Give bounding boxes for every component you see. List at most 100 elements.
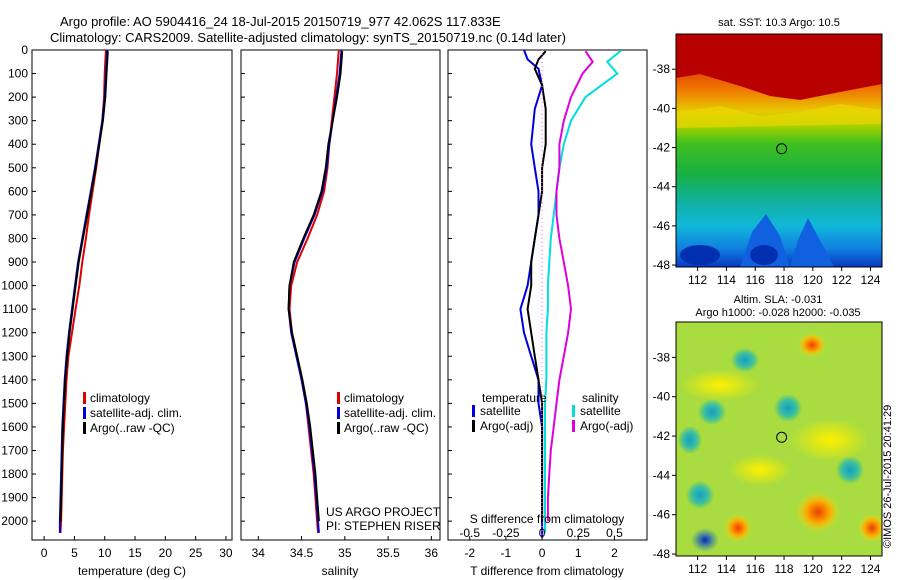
map-x-tick-label: 116 [746,562,765,576]
legend-swatch-sal-argo [572,420,575,432]
sst-map-ticks: 112 114 116 118 120 122 124 -38 -40 -42 -44 -46 -48 [653,62,881,287]
map-x-tick-label: 114 [717,562,736,576]
x-tick-label: -1 [501,546,512,560]
x-tick-label-top: -0.25 [492,526,520,540]
x-tick-label: 34 [252,546,266,560]
temperature-legend: climatology satellite-adj. clim. Argo(..… [83,391,182,435]
series-line-satellite-adj-clim [58,50,109,533]
map-x-tick-label: 118 [774,273,793,287]
sla-low-7 [691,528,719,552]
sst-cold-eddy [680,245,720,265]
series-line-salinity-satellite [544,50,623,533]
temperature-plot [58,50,109,533]
temperature-xlabel: temperature (deg C) [78,564,186,578]
sst-warm-tongue [676,34,882,100]
difference-plot [519,50,623,540]
sla-yellow-band-2 [790,418,870,462]
series-line-temperature-satellite [519,50,544,538]
map-y-tick-label: -44 [653,180,671,194]
pi-credit: PI: STEPHEN RISER [326,519,441,533]
sst-map-title: sat. SST: 10.3 Argo: 10.5 [718,17,840,29]
sla-yellow-band-3 [728,454,792,486]
y-tick-label: 1200 [1,326,28,340]
y-tick-label: 0 [21,43,28,57]
legend-swatch-temp-satellite [472,405,475,417]
map-y-tick-label: -46 [653,219,671,233]
sst-map-frame [675,33,883,268]
x-tick-label-top: 0.5 [606,526,623,540]
map-y-tick-label: -40 [653,101,671,115]
sla-high-1 [798,333,826,357]
sla-map-ticks: 112 114 116 118 120 122 124 -38 -40 -42 -44 -46 -48 [653,350,881,576]
x-tick-label: 0 [539,546,546,560]
sst-float-marker [776,143,788,155]
x-tick-label: 2 [611,546,618,560]
depth-axis-ticks: 0 100 200 300 400 500 600 700 800 900 1000 1100 1200… [1,43,452,528]
y-tick-label: 1800 [1,467,28,481]
sla-low-3 [731,348,759,372]
x-tick-label: 5 [71,546,78,560]
legend-swatch-argo [337,422,340,434]
sla-float-marker [776,431,788,443]
y-tick-label: 700 [8,208,28,222]
legend-label-argo: Argo(..raw -QC) [90,421,175,435]
difference-legend: temperature salinity satellite Argo(-adj… [472,391,633,433]
x-tick-label: 35.5 [376,546,400,560]
difference-axes [447,49,648,541]
x-tick-label-top: 0.25 [567,526,591,540]
x-tick-label: 1 [575,546,582,560]
sst-cold-tongue-2 [790,218,834,267]
salinity-plot [287,50,344,533]
profile-x-ticks: 0 5 10 15 20 25 30 34 34.5 35 35.5 36 -2 -1 0 1 2 -0.5 -0.… [41,526,623,560]
sla-map-field [676,322,882,556]
y-tick-label: 1300 [1,349,28,363]
y-tick-label: 600 [8,184,28,198]
x-tick-label: -2 [464,546,475,560]
y-tick-label: 1000 [1,279,28,293]
y-tick-label: 1600 [1,420,28,434]
salinity-axes [240,49,441,541]
sla-low-5 [686,481,714,509]
map-y-tick-label: -42 [653,429,671,443]
y-tick-label: 1400 [1,373,28,387]
map-y-tick-label: -46 [653,508,671,522]
legend-label-climatology: climatology [344,391,404,405]
difference-xlabel: T difference from climatology [470,564,624,578]
legend-swatch-sal-satellite [572,405,575,417]
legend-swatch-climatology [83,392,86,404]
map-y-tick-label: -38 [653,62,671,76]
sla-high-2 [796,492,840,532]
sla-map-frame [675,321,883,557]
legend-swatch-satellite [83,407,86,419]
map-y-tick-label: -48 [653,547,671,561]
map-x-tick-label: 114 [717,273,736,287]
y-tick-label: 500 [8,161,28,175]
legend-swatch-climatology [337,392,340,404]
temperature-axes [31,49,233,541]
y-tick-label: 1500 [1,396,28,410]
y-tick-label: 100 [8,67,28,81]
series-line-salinity-argo-adj [546,50,594,522]
sla-low-2 [678,426,702,454]
salinity-xlabel: salinity [322,564,359,578]
legend-swatch-temp-argo [472,420,475,432]
sst-yellow-front [676,104,882,128]
map-x-tick-label: 120 [803,273,823,287]
map-x-tick-label: 124 [860,562,880,576]
x-tick-label: 30 [219,546,233,560]
map-x-tick-label: 118 [774,562,793,576]
legend-label-temp-satellite: satellite [480,404,521,418]
y-tick-label: 400 [8,137,28,151]
x-tick-label: 25 [189,546,203,560]
legend-label-sal-satellite: satellite [580,404,621,418]
map-x-tick-label: 124 [860,273,880,287]
map-x-tick-label: 122 [832,562,852,576]
map-x-tick-label: 120 [803,562,823,576]
series-line-climatology [59,50,107,533]
map-y-tick-label: -44 [653,468,671,482]
x-tick-label: 0 [41,546,48,560]
legend-swatch-satellite [337,407,340,419]
legend-swatch-argo [83,422,86,434]
map-y-tick-label: -38 [653,350,671,364]
